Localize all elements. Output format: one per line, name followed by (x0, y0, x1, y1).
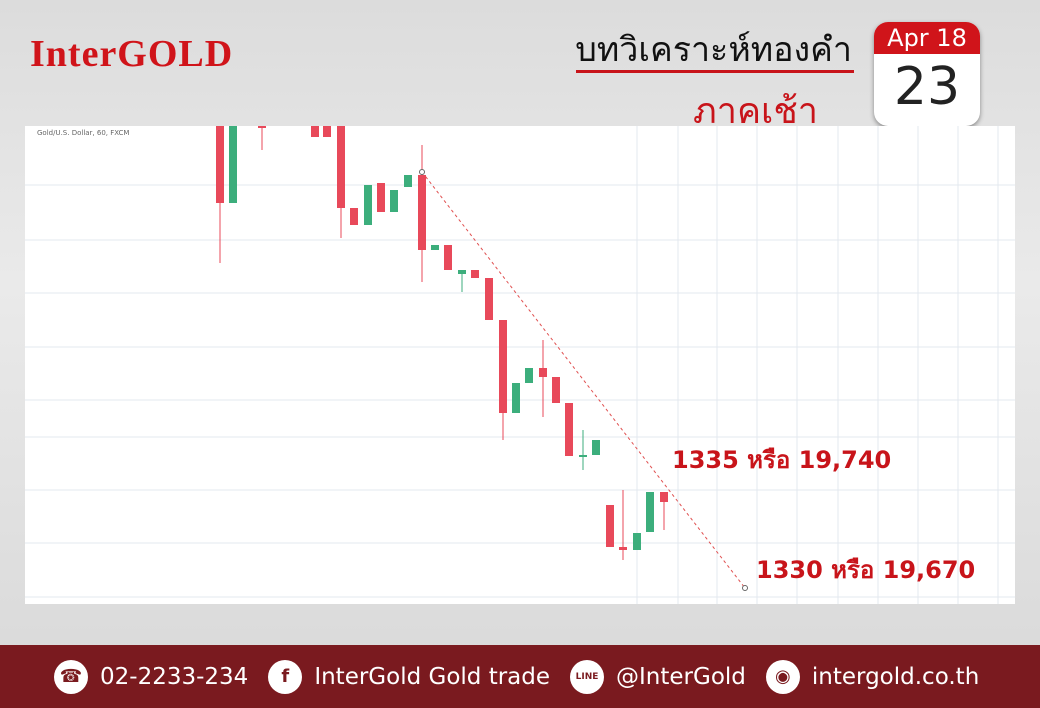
candle-body (458, 270, 466, 274)
line-text: @InterGold (616, 663, 746, 690)
chart: Gold/U.S. Dollar, 60, FXCM (25, 126, 1015, 604)
candle-body (364, 185, 372, 225)
candle-body (471, 270, 479, 278)
line-icon: LINE (570, 659, 605, 694)
candle-body (619, 547, 627, 550)
website-text: intergold.co.th (811, 663, 980, 690)
candle-body (525, 368, 533, 383)
phone-text: 02-2233-234 (100, 663, 249, 690)
candle-body (350, 208, 358, 225)
candle-body (606, 505, 614, 547)
facebook-text: InterGold Gold trade (314, 663, 551, 690)
candle-body (552, 377, 560, 403)
trend-point (742, 585, 748, 591)
website[interactable]: ◉ intergold.co.th (765, 659, 980, 694)
calendar: Apr 18 23 (874, 22, 980, 126)
facebook-icon: f (268, 659, 303, 694)
candle-body (431, 245, 439, 250)
candle-body (660, 492, 668, 502)
calendar-month: Apr 18 (874, 22, 980, 54)
candle-body (337, 126, 345, 208)
phone-icon: ☎ (54, 659, 88, 694)
facebook[interactable]: f InterGold Gold trade (268, 659, 551, 694)
logo: InterGOLD (30, 33, 234, 75)
candle-body (390, 190, 398, 212)
candle-body (539, 368, 547, 377)
candle-body (499, 320, 507, 413)
candle-body (229, 126, 237, 203)
footer: ☎ 02-2233-234 f InterGold Gold trade LINE @… (0, 645, 1040, 708)
trend-line (421, 171, 746, 589)
candle-body (646, 492, 654, 532)
candle-body (404, 175, 412, 187)
candle-body (444, 245, 452, 270)
web-icon: ◉ (765, 659, 800, 694)
line[interactable]: LINE @InterGold (570, 659, 746, 694)
candle-body (377, 183, 385, 212)
candles (216, 126, 668, 560)
annotation: 1330 หรือ 19,670 (756, 556, 976, 584)
candle-body (216, 126, 224, 203)
candle-body (592, 440, 600, 455)
annotation: 1335 หรือ 19,740 (672, 446, 892, 474)
subtitle: ภาคเช้า (693, 91, 818, 132)
grid (25, 126, 1015, 604)
symbol: Gold/U.S. Dollar, 60, FXCM (37, 129, 129, 137)
candle-body (579, 455, 587, 457)
candle-body (418, 175, 426, 250)
chart-bg (25, 126, 1015, 604)
phone[interactable]: ☎ 02-2233-234 (54, 659, 249, 694)
calendar-day: 23 (893, 57, 961, 117)
candle-body (258, 126, 266, 128)
candle-body (323, 126, 331, 137)
trend-point (419, 169, 425, 175)
candle-body (512, 383, 520, 413)
candle-body (565, 403, 573, 456)
title-rule (576, 70, 854, 73)
candle-body (633, 533, 641, 550)
title: บทวิเคราะห์ทองคำ (575, 30, 852, 70)
candle-body (311, 126, 319, 137)
candle-body (485, 278, 493, 320)
